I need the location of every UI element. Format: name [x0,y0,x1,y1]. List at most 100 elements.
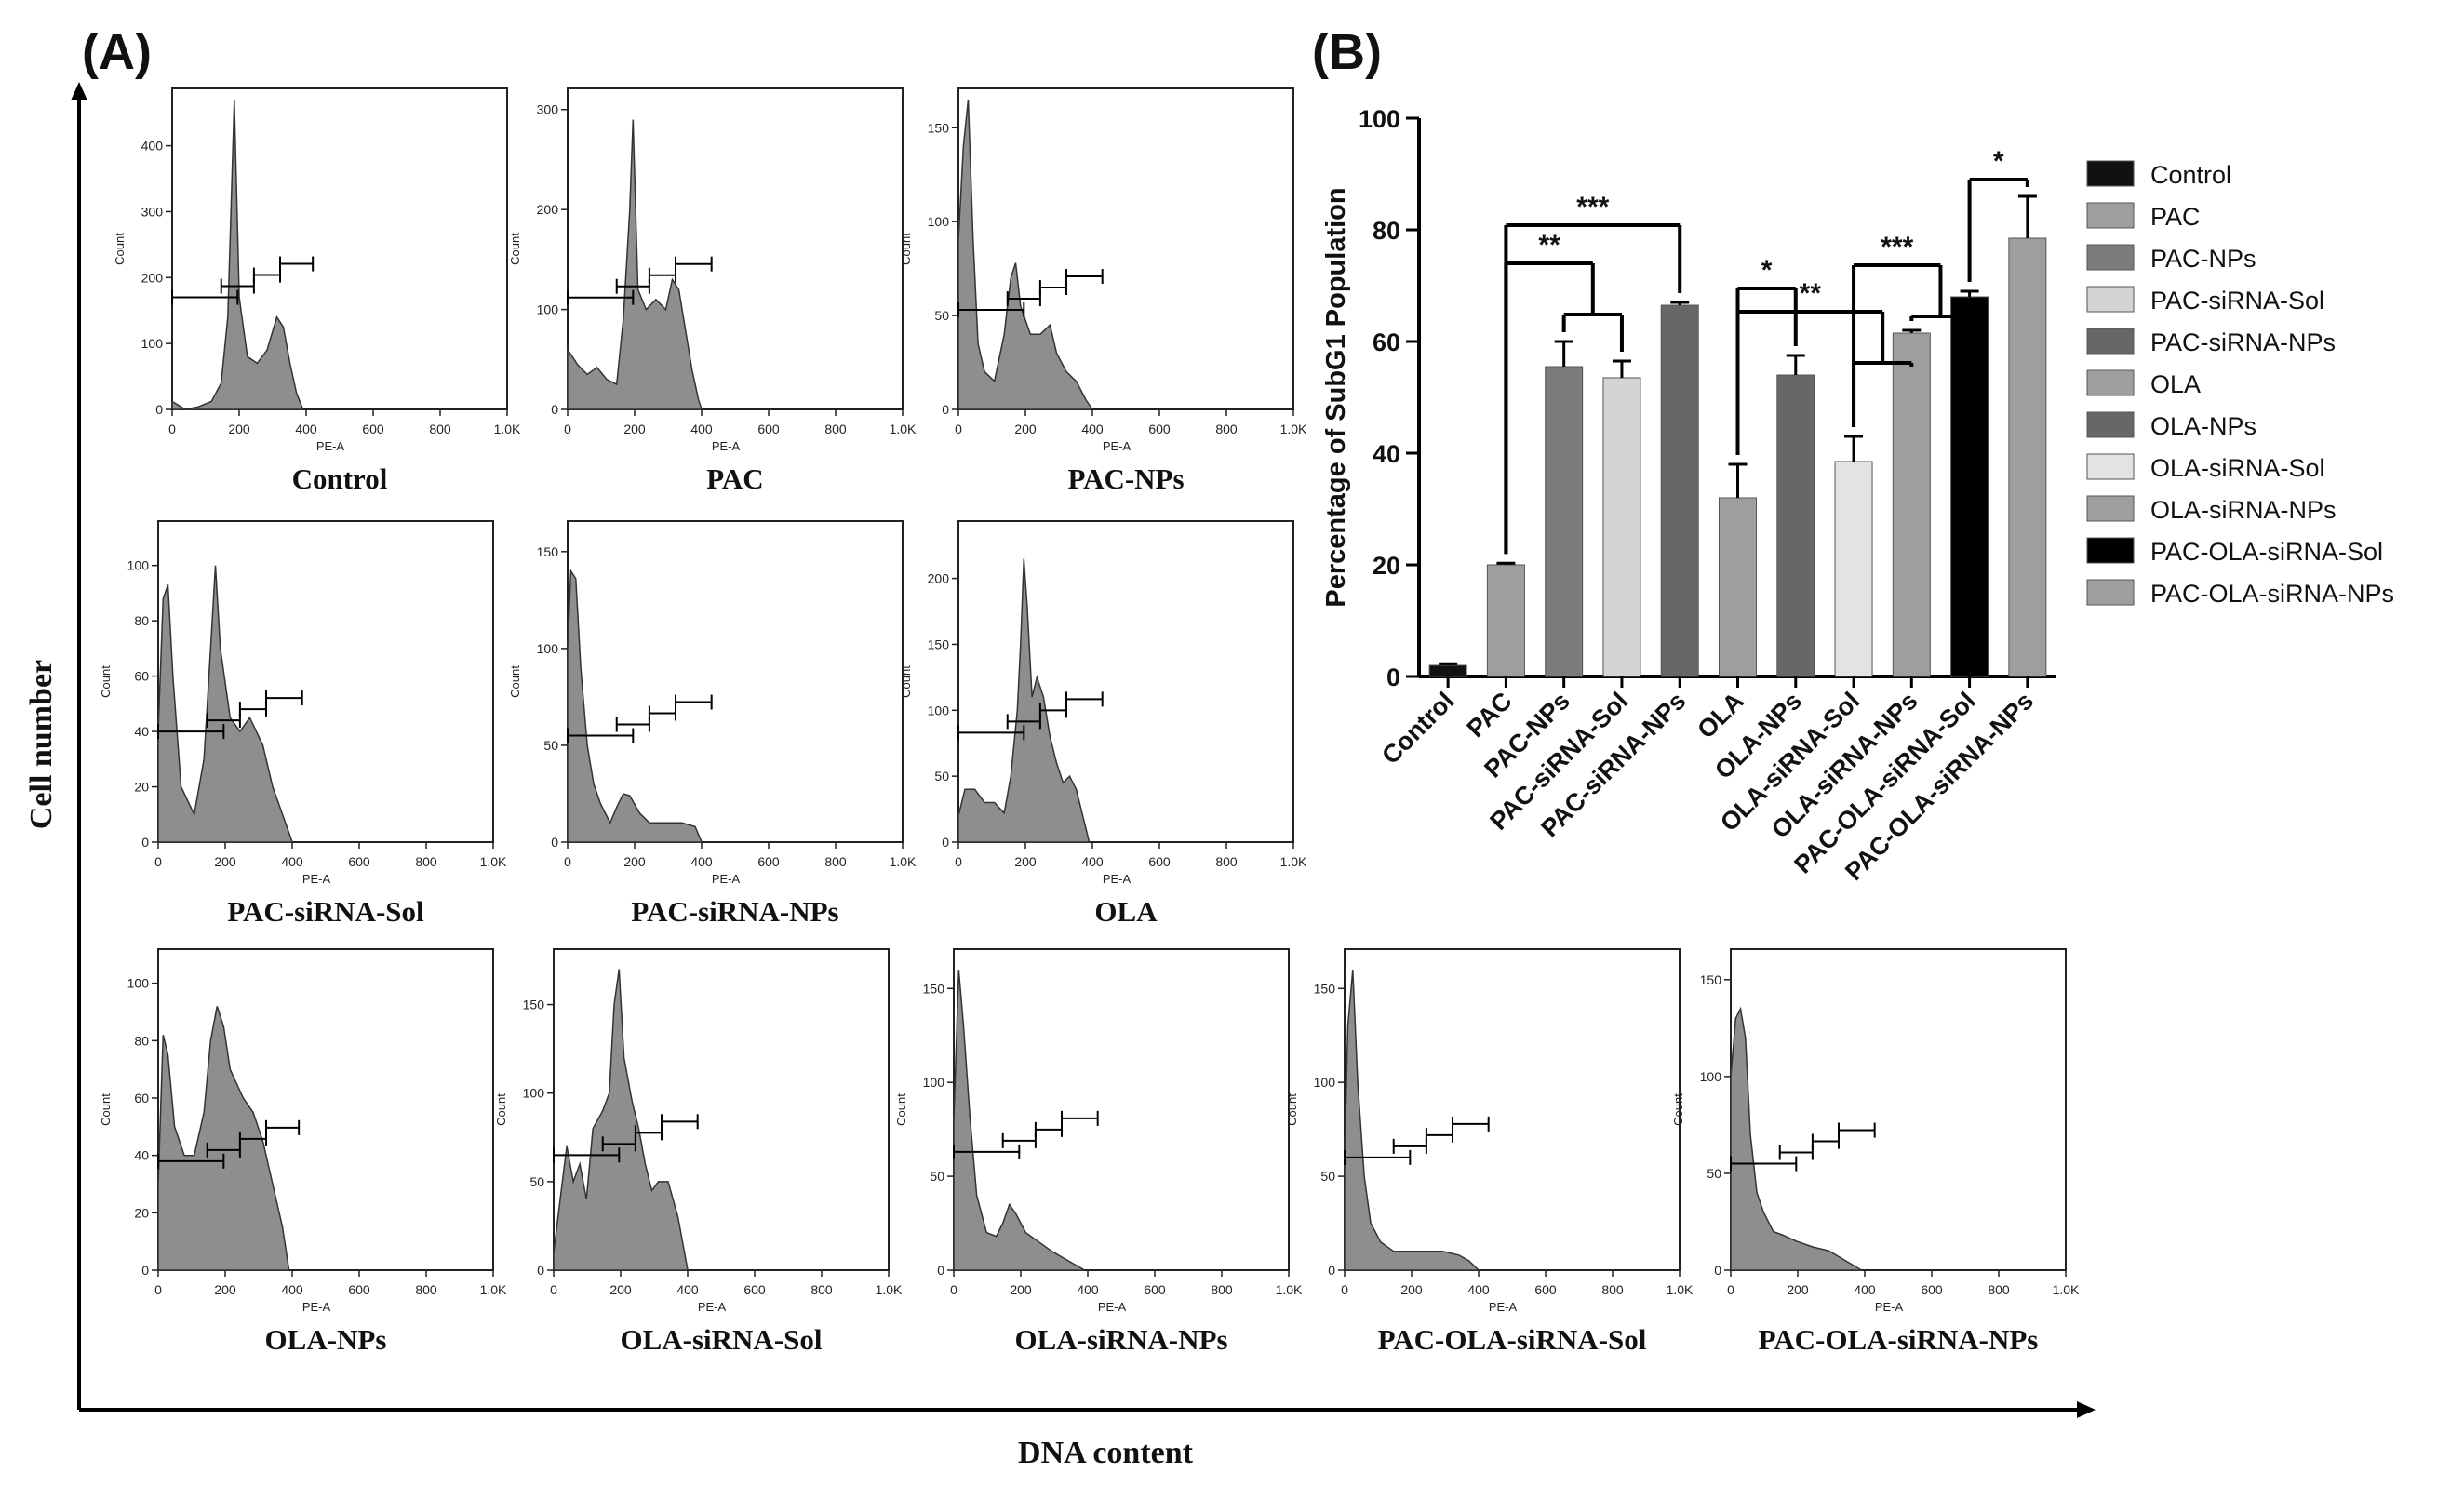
x-tick-label: 200 [1014,854,1037,869]
x-tick-label: 0 [168,422,176,436]
y-tick-label: 150 [928,120,950,135]
y-tick-label: 150 [537,544,559,559]
y-tick-label: 0 [537,1263,544,1278]
x-tick-label: 800 [1988,1282,2010,1297]
histogram-area [553,969,689,1271]
y-axis-label: Count [99,665,113,698]
legend-swatch [2086,160,2135,187]
x-axis-label: PE-A [698,1300,727,1314]
histogram-frame [171,87,508,410]
x-axis-label: PE-A [712,439,741,453]
histogram-title: OLA-siRNA-Sol [620,1323,822,1356]
significance-bracket: * [1967,146,2029,282]
y-tick-label: 80 [134,613,149,628]
x-tick-label: 600 [348,854,370,869]
y-tick-label: 100 [1700,1069,1722,1084]
x-tick-label: 200 [1014,422,1037,436]
y-axis-label: Count [1671,1093,1685,1126]
bar-y-tick-label: 20 [1373,552,1400,580]
x-tick-label: 0 [950,1282,957,1297]
y-tick-label: 0 [942,835,949,850]
histogram-area [1730,1006,1862,1271]
bar-pac-nps [1545,366,1584,677]
significance-label: ** [1538,230,1560,261]
x-axis-label: PE-A [316,439,345,453]
x-tick-label: 800 [415,854,437,869]
x-tick-label: 600 [1534,1282,1557,1297]
histogram-ola: 0 200 400 600 800 1.0K PE-A 0 50 100 150 200 Count OL… [899,520,1307,928]
y-tick-label: 100 [928,703,950,717]
x-tick-label: 200 [214,854,236,869]
x-tick-label: 800 [429,422,451,436]
y-tick-label: 0 [1714,1263,1721,1278]
bar-pac-sirna-sol [1602,377,1641,677]
legend-swatch [2086,202,2135,229]
y-tick-label: 0 [1328,1263,1335,1278]
x-axis-label: PE-A [302,872,331,886]
legend-item: OLA-siRNA-NPs [2086,495,2337,524]
histogram-area [567,119,703,410]
x-tick-label: 800 [810,1282,833,1297]
histogram-pac-ola-sirna-sol: 0 200 400 600 800 1.0K PE-A 0 50 100 150 Count PAC-O… [1285,948,1694,1356]
y-tick-label: 100 [1314,1075,1336,1090]
x-axis-label: PE-A [1875,1300,1904,1314]
significance-bracket: ** [1735,278,1914,455]
y-axis-label: Count [99,1093,113,1126]
x-axis-label: PE-A [1098,1300,1127,1314]
y-tick-label: 60 [134,1091,149,1105]
histogram-title: PAC-NPs [1067,462,1184,495]
histogram-area [157,1006,290,1271]
x-tick-label: 800 [1211,1282,1233,1297]
legend-label: PAC-OLA-siRNA-NPs [2150,580,2394,608]
histogram-grid: 0 200 400 600 800 1.0KPE-A0100200300400CountC… [99,87,2080,1356]
histogram-pac-ola-sirna-nps: 0 200 400 600 800 1.0K PE-A 0 50 100 150 Count PAC-O… [1671,948,2080,1356]
panel-a-axes: Cell number DNA content [24,82,2096,1470]
x-tick-label: 400 [1081,854,1104,869]
x-tick-label: 400 [281,854,303,869]
bar-ola-sirna-sol [1834,461,1873,677]
histogram-title: OLA [1094,895,1158,928]
histogram-pac-sirna-nps: 0 200 400 600 800 1.0K PE-A 0 50 100 150 Count PAC-s… [508,520,917,928]
significance-bracket: *** [1852,232,1972,427]
x-tick-label: 800 [1215,422,1238,436]
y-tick-label: 20 [134,1205,149,1220]
panel-b-label: (B) [1312,24,1382,80]
significance-label: ** [1800,278,1822,309]
x-tick-label: 200 [1787,1282,1809,1297]
y-tick-label: 150 [523,998,545,1012]
y-tick-label: 80 [134,1033,149,1048]
x-axis-label: PE-A [1103,439,1132,453]
histogram-pac: 0 200 400 600 800 1.0K PE-A 0 100 200 300 Count PAC [508,87,917,495]
y-tick-label: 0 [937,1263,944,1278]
legend-swatch [2086,579,2135,606]
y-tick-label: 40 [134,1148,149,1163]
y-axis-label: Count [1285,1093,1299,1126]
histogram-frame [1344,948,1681,1271]
x-tick-label: 400 [690,854,713,869]
x-tick-label: 1.0K [1667,1282,1694,1297]
y-tick-label: 40 [134,724,149,739]
y-axis-label: Count [894,1093,908,1126]
x-tick-label: 600 [1148,422,1171,436]
legend-swatch [2086,411,2135,438]
histogram-area [957,99,1093,410]
legend-item: PAC-siRNA-NPs [2086,328,2336,356]
x-tick-label: 200 [1400,1282,1423,1297]
histogram-area [1344,970,1480,1271]
legend-label: Control [2150,161,2231,189]
bar-y-tick-label: 40 [1373,440,1400,468]
bar-y-axis-title: Percentage of SubG1 Population [1321,187,1351,607]
cell-number-title: Cell number [24,660,59,829]
histogram-area [171,99,304,410]
x-tick-label: 0 [1341,1282,1348,1297]
y-tick-label: 150 [1700,972,1722,987]
x-tick-label: 1.0K [1280,854,1307,869]
x-tick-label: 1.0K [890,854,917,869]
x-arrow-icon [2077,1401,2096,1418]
histogram-title: OLA-NPs [265,1323,387,1356]
x-tick-label: 400 [1081,422,1104,436]
x-tick-label: 400 [1077,1282,1099,1297]
legend-label: PAC [2150,203,2201,231]
y-tick-label: 100 [537,641,559,656]
x-tick-label: 800 [1601,1282,1624,1297]
